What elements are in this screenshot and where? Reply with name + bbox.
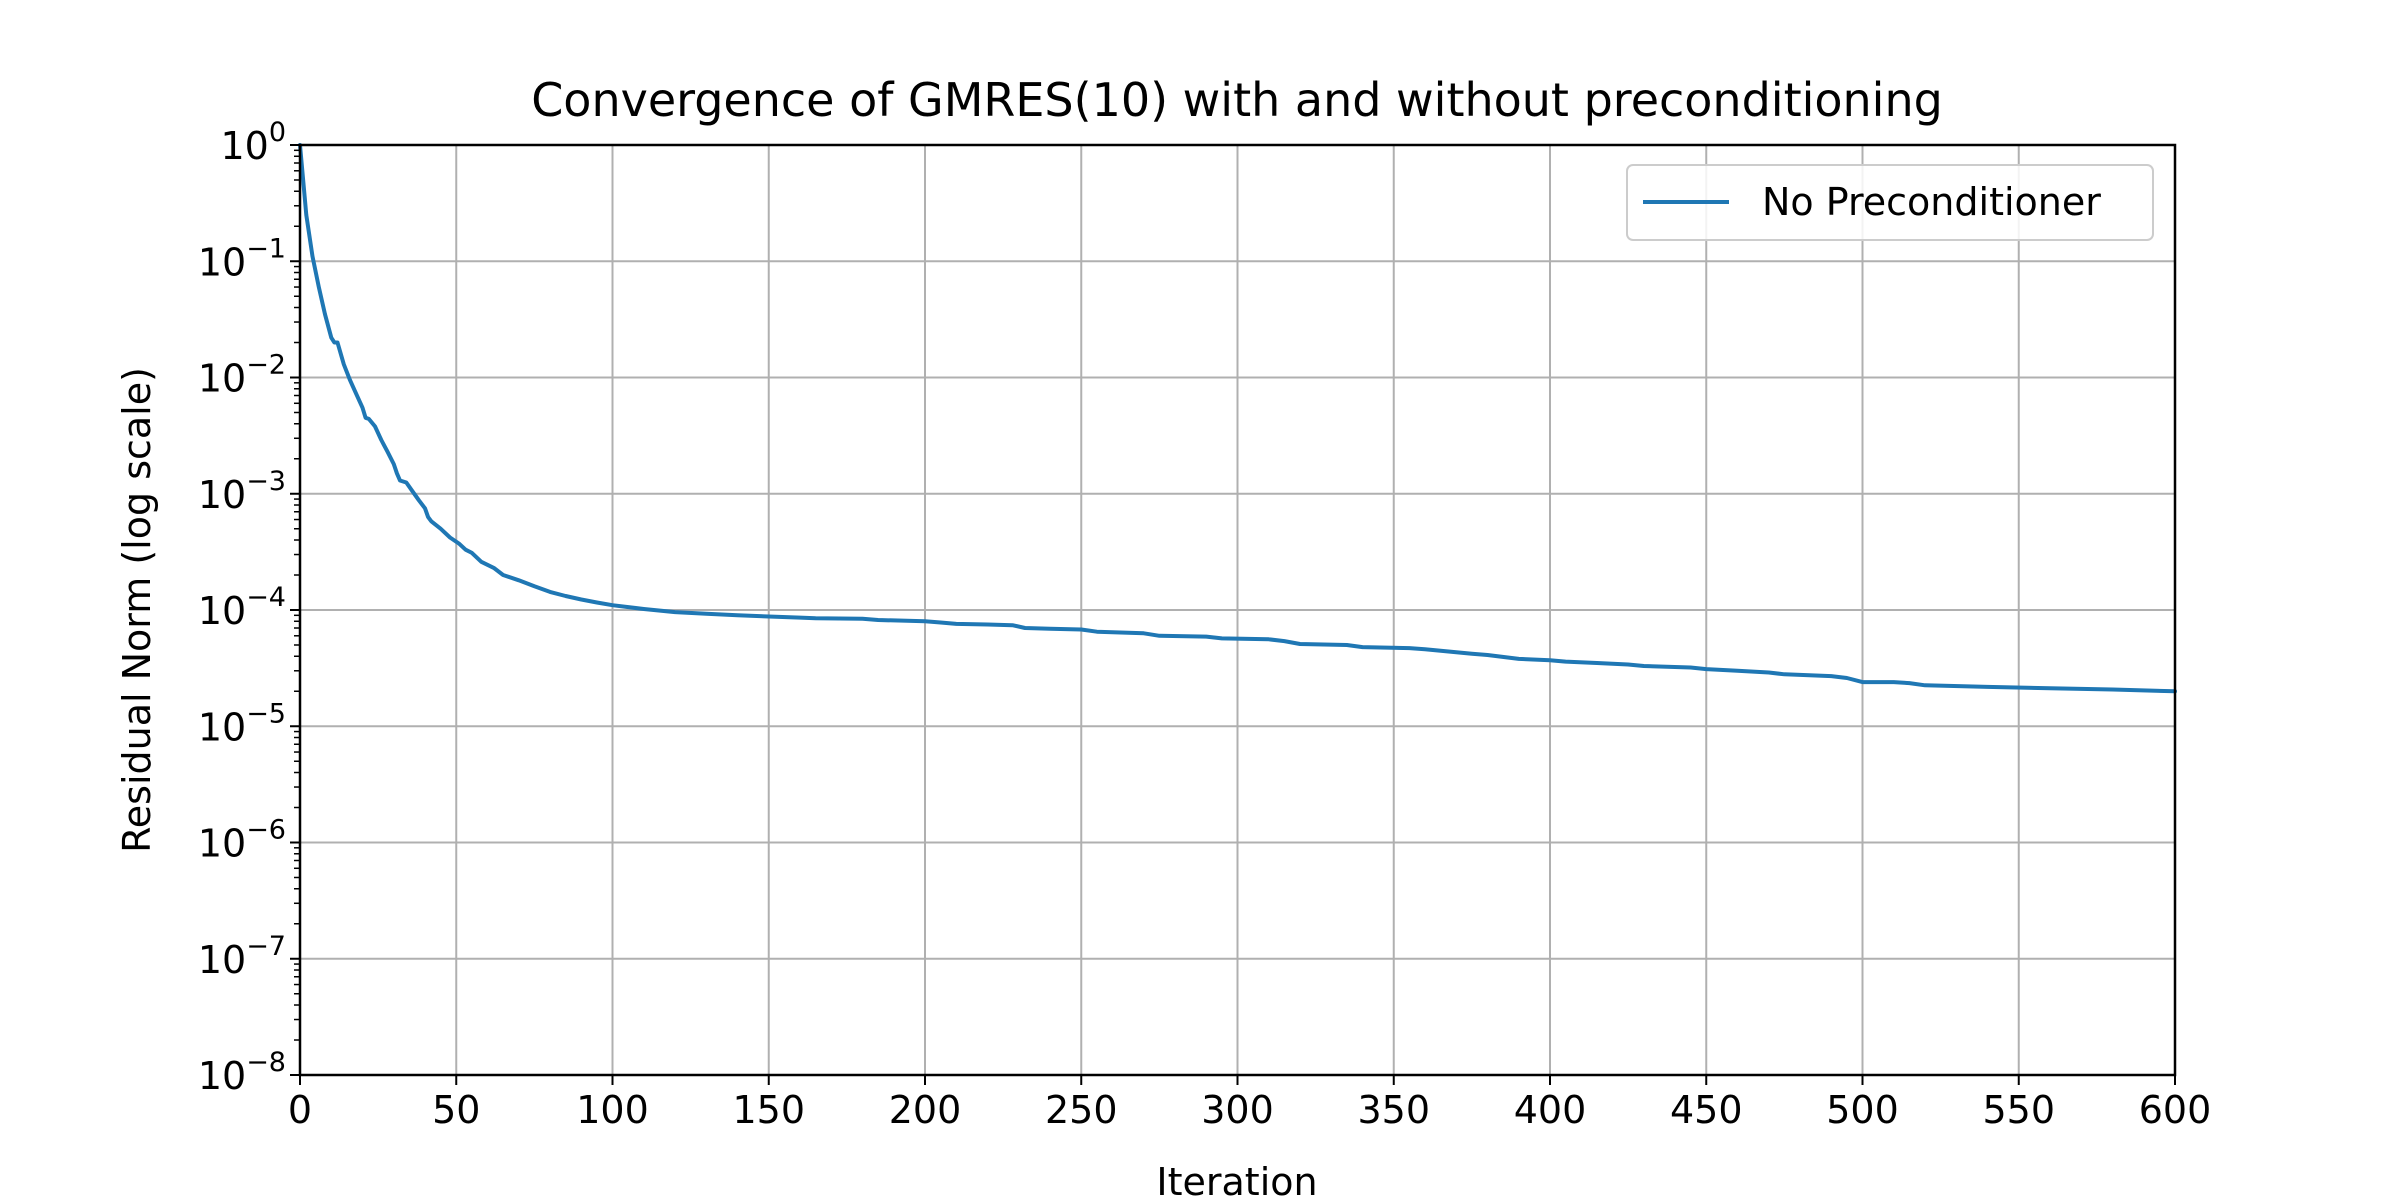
y-tick-base: 10	[198, 589, 246, 633]
ticks: 0 50 100 150 200 250 300 350 400 450 500 550 6001001…	[198, 117, 2211, 1132]
y-tick-label: 10−3	[198, 466, 286, 517]
legend: No Preconditioner	[1626, 164, 2154, 241]
y-tick-label: 10−7	[198, 931, 286, 982]
y-tick-base: 10	[198, 473, 246, 517]
y-tick-exponent: −7	[246, 931, 286, 962]
y-tick-base: 10	[198, 357, 246, 401]
y-tick-base: 10	[198, 1054, 246, 1098]
x-tick-label: 500	[1826, 1088, 1899, 1132]
x-tick-label: 250	[1045, 1088, 1118, 1132]
chart-title: Convergence of GMRES(10) with and withou…	[531, 73, 1943, 127]
x-tick-label: 600	[2139, 1088, 2212, 1132]
y-tick-exponent: −8	[246, 1047, 286, 1078]
y-tick-base: 10	[198, 938, 246, 982]
grid	[299, 144, 2176, 1076]
y-tick-base: 10	[220, 124, 268, 168]
y-tick-base: 10	[198, 240, 246, 284]
y-tick-label: 10−2	[198, 350, 286, 401]
y-tick-label: 100	[220, 117, 286, 168]
series-layer	[298, 143, 2177, 694]
y-tick-label: 10−6	[198, 815, 286, 866]
y-tick-exponent: −2	[246, 350, 286, 381]
y-tick-label: 10−1	[198, 233, 286, 284]
x-tick-label: 0	[288, 1088, 312, 1132]
y-axis-label: Residual Norm (log scale)	[115, 367, 159, 853]
series-line-0	[298, 143, 2177, 694]
y-tick-base: 10	[198, 822, 246, 866]
y-tick-exponent: −1	[246, 233, 286, 264]
x-tick-label: 400	[1514, 1088, 1587, 1132]
x-tick-label: 200	[889, 1088, 962, 1132]
x-tick-label: 450	[1670, 1088, 1743, 1132]
y-tick-exponent: −4	[246, 582, 286, 613]
y-tick-exponent: −3	[246, 466, 286, 497]
y-tick-exponent: 0	[269, 117, 286, 148]
y-tick-label: 10−8	[198, 1047, 286, 1098]
x-tick-label: 300	[1201, 1088, 1274, 1132]
legend-label: No Preconditioner	[1762, 180, 2101, 224]
y-tick-label: 10−4	[198, 582, 286, 633]
legend-box	[1626, 164, 2154, 241]
x-tick-label: 550	[1982, 1088, 2055, 1132]
y-tick-exponent: −5	[246, 698, 286, 729]
x-tick-label: 150	[732, 1088, 805, 1132]
x-axis-label: Iteration	[1156, 1160, 1317, 1200]
x-tick-label: 350	[1357, 1088, 1430, 1132]
x-tick-label: 50	[432, 1088, 480, 1132]
x-tick-label: 100	[576, 1088, 649, 1132]
y-tick-exponent: −6	[246, 815, 286, 846]
y-tick-label: 10−5	[198, 698, 286, 749]
y-tick-base: 10	[198, 705, 246, 749]
